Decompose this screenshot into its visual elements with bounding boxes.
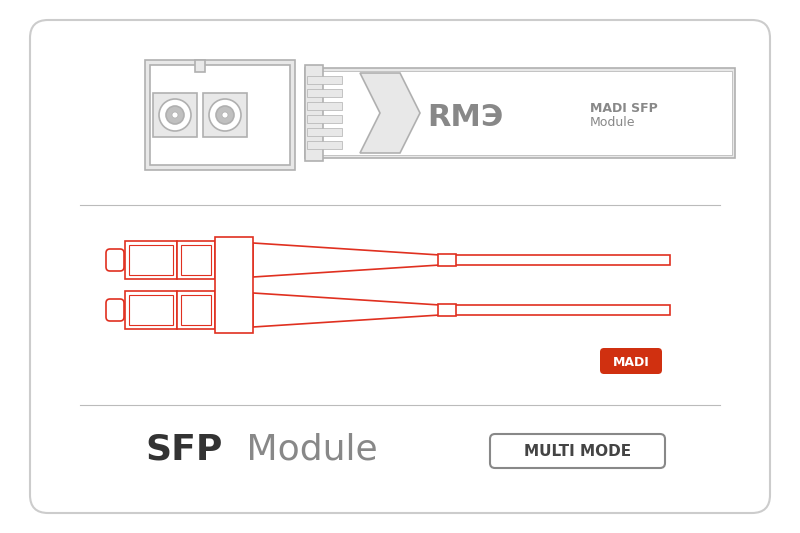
- Text: Module: Module: [235, 433, 378, 467]
- FancyBboxPatch shape: [177, 241, 215, 279]
- FancyBboxPatch shape: [106, 249, 124, 271]
- Polygon shape: [253, 243, 440, 277]
- Text: Module: Module: [590, 117, 635, 130]
- FancyBboxPatch shape: [438, 304, 456, 316]
- FancyBboxPatch shape: [438, 254, 456, 266]
- FancyBboxPatch shape: [150, 65, 290, 165]
- FancyBboxPatch shape: [177, 291, 215, 329]
- FancyBboxPatch shape: [106, 299, 124, 321]
- FancyBboxPatch shape: [600, 348, 662, 374]
- Circle shape: [172, 112, 178, 118]
- FancyBboxPatch shape: [125, 241, 177, 279]
- FancyBboxPatch shape: [181, 245, 211, 275]
- FancyBboxPatch shape: [215, 237, 253, 333]
- FancyBboxPatch shape: [307, 141, 342, 149]
- FancyBboxPatch shape: [195, 60, 205, 72]
- FancyBboxPatch shape: [30, 20, 770, 513]
- FancyBboxPatch shape: [153, 93, 197, 137]
- Text: MULTI MODE: MULTI MODE: [524, 445, 631, 459]
- FancyBboxPatch shape: [440, 305, 670, 315]
- Circle shape: [159, 99, 191, 131]
- Text: MADI: MADI: [613, 356, 650, 368]
- Polygon shape: [253, 293, 440, 327]
- FancyBboxPatch shape: [129, 295, 173, 325]
- Text: MADI SFP: MADI SFP: [590, 102, 658, 116]
- FancyBboxPatch shape: [440, 255, 670, 265]
- FancyBboxPatch shape: [307, 76, 342, 84]
- Circle shape: [216, 106, 234, 124]
- FancyBboxPatch shape: [490, 434, 665, 468]
- Text: SFP: SFP: [145, 433, 222, 467]
- Circle shape: [209, 99, 241, 131]
- FancyBboxPatch shape: [305, 65, 323, 161]
- Circle shape: [166, 106, 184, 124]
- FancyBboxPatch shape: [125, 291, 177, 329]
- FancyBboxPatch shape: [307, 115, 342, 123]
- FancyBboxPatch shape: [203, 93, 247, 137]
- Polygon shape: [360, 73, 420, 153]
- FancyBboxPatch shape: [307, 102, 342, 110]
- Circle shape: [222, 112, 228, 118]
- FancyBboxPatch shape: [308, 71, 732, 155]
- FancyBboxPatch shape: [129, 245, 173, 275]
- FancyBboxPatch shape: [307, 128, 342, 136]
- FancyBboxPatch shape: [145, 60, 295, 170]
- FancyBboxPatch shape: [305, 68, 735, 158]
- FancyBboxPatch shape: [307, 89, 342, 97]
- FancyBboxPatch shape: [181, 295, 211, 325]
- Text: RMЭ: RMЭ: [427, 102, 503, 132]
